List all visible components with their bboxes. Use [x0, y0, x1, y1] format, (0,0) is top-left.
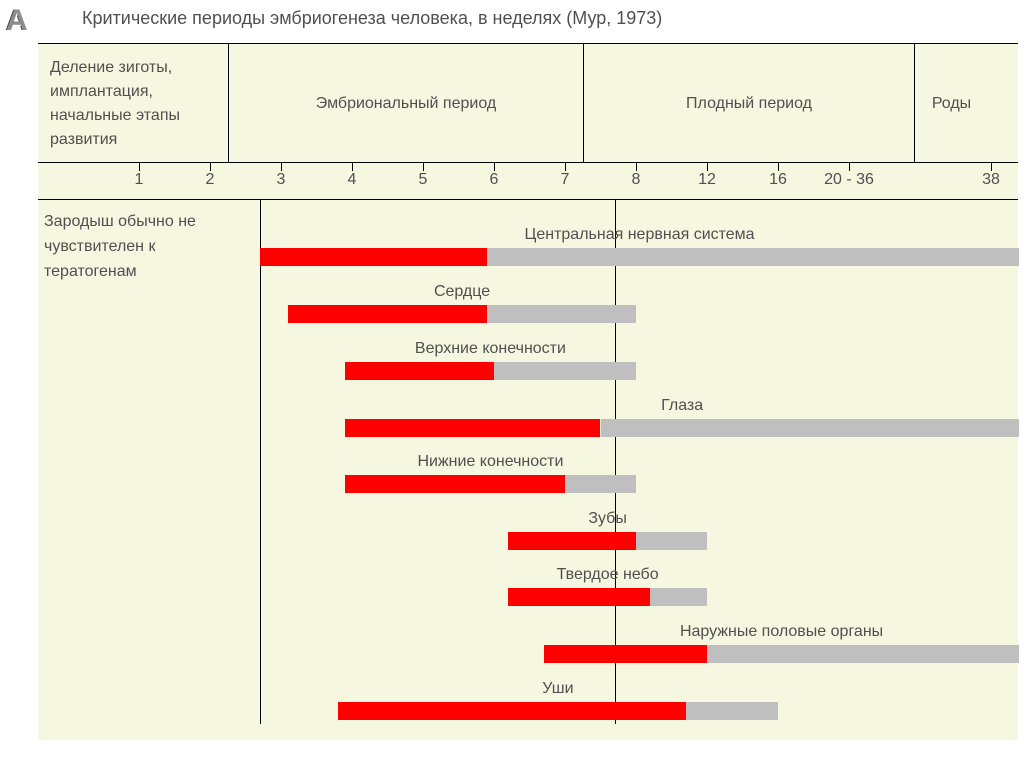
week-tick — [139, 163, 140, 171]
week-label: 5 — [419, 171, 428, 189]
organ-label: Зубы — [588, 510, 627, 528]
chart-background: Деление зиготы, имплантация, начальные э… — [38, 43, 1018, 740]
critical-period-bar — [345, 475, 565, 493]
week-tick — [494, 163, 495, 171]
critical-period-bar — [345, 419, 601, 437]
critical-period-bar — [260, 248, 487, 266]
organ-label: Глаза — [661, 397, 703, 415]
organ-label: Наружные половые органы — [680, 623, 883, 641]
minor-period-bar — [686, 702, 778, 720]
organ-label: Центральная нервная система — [525, 226, 755, 244]
week-label: 16 — [769, 171, 787, 189]
week-tick — [636, 163, 637, 171]
organ-label: Уши — [542, 680, 573, 698]
side-note: Зародыш обычно не чувствителен к тератог… — [44, 210, 224, 284]
week-label: 1 — [135, 171, 144, 189]
critical-period-bar — [544, 645, 707, 663]
header-cell: Плодный период — [584, 44, 915, 162]
week-label: 7 — [561, 171, 570, 189]
minor-period-bar — [487, 248, 1020, 266]
header-cell: Эмбриональный период — [229, 44, 584, 162]
panel-letter: А — [6, 4, 28, 38]
header-cell: Роды — [915, 44, 988, 162]
divider-line — [260, 200, 261, 724]
minor-period-bar — [707, 645, 1019, 663]
critical-period-bar — [288, 305, 487, 323]
week-label: 20 - 36 — [824, 171, 874, 189]
week-tick — [565, 163, 566, 171]
critical-period-bar — [345, 362, 494, 380]
organ-label: Верхние конечности — [415, 340, 566, 358]
week-label: 6 — [490, 171, 499, 189]
week-tick — [707, 163, 708, 171]
minor-period-bar — [650, 588, 707, 606]
minor-period-bar — [636, 532, 707, 550]
critical-period-bar — [508, 588, 650, 606]
week-label: 3 — [277, 171, 286, 189]
week-label: 8 — [632, 171, 641, 189]
week-label: 12 — [698, 171, 716, 189]
week-tick — [849, 163, 850, 171]
minor-period-bar — [494, 362, 636, 380]
week-tick — [210, 163, 211, 171]
weeks-axis: 12345678121620 - 3638 — [38, 163, 1018, 200]
organ-label: Твердое небо — [557, 566, 659, 584]
week-tick — [778, 163, 779, 171]
critical-period-bar — [338, 702, 686, 720]
minor-period-bar — [601, 419, 1020, 437]
minor-period-bar — [487, 305, 636, 323]
week-label: 2 — [206, 171, 215, 189]
organ-label: Сердце — [434, 283, 490, 301]
organ-label: Нижние конечности — [417, 453, 563, 471]
chart-title: Критические периоды эмбриогенеза человек… — [38, 8, 1018, 43]
chart-body: Зародыш обычно не чувствителен к тератог… — [38, 200, 1018, 740]
embryogenesis-chart: Критические периоды эмбриогенеза человек… — [38, 8, 1018, 740]
week-tick — [281, 163, 282, 171]
week-label: 38 — [982, 171, 1000, 189]
week-label: 4 — [348, 171, 357, 189]
week-tick — [423, 163, 424, 171]
minor-period-bar — [565, 475, 636, 493]
chart-header-row: Деление зиготы, имплантация, начальные э… — [38, 43, 1018, 163]
critical-period-bar — [508, 532, 636, 550]
week-tick — [352, 163, 353, 171]
header-cell: Деление зиготы, имплантация, начальные э… — [38, 44, 229, 162]
week-tick — [991, 163, 992, 171]
